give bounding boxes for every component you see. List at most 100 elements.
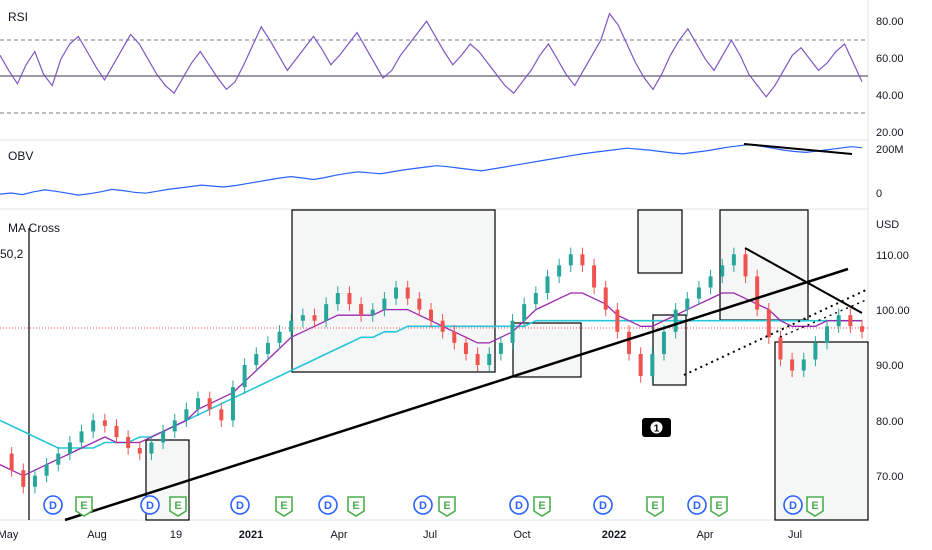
event-marker-label: E [174, 500, 181, 512]
rsi-pane: RSI 80.00 60.00 40.00 20.00 [0, 10, 904, 139]
candle-body [21, 470, 26, 487]
event-marker-label: E [811, 500, 818, 512]
candle-body [79, 431, 84, 443]
price-tick-100: 100.00 [876, 305, 910, 317]
candle-body [685, 298, 690, 310]
earnings-marker[interactable]: E [75, 496, 93, 517]
event-marker-label: D [515, 500, 523, 512]
obv-tick-0: 0 [876, 188, 882, 200]
dividend-marker[interactable]: D [509, 495, 529, 515]
candle-body [860, 326, 864, 332]
price-tick-80: 80.00 [876, 416, 904, 428]
event-marker-label: D [146, 500, 154, 512]
candle-body [335, 293, 340, 305]
dividend-marker[interactable]: D [230, 495, 250, 515]
candle-body [289, 320, 294, 332]
candle-body [487, 353, 492, 365]
obv-series-line [0, 143, 863, 196]
event-marker-label: D [693, 500, 701, 512]
earnings-marker[interactable]: E [347, 496, 365, 517]
dividend-marker[interactable]: D [593, 495, 613, 515]
support-trendline[interactable] [64, 267, 849, 522]
candle-body [638, 353, 643, 377]
candle-body [219, 409, 224, 421]
candle-body [498, 342, 503, 354]
candle-body [545, 276, 550, 294]
dividend-marker[interactable]: D [687, 495, 707, 515]
ma-cross-params: 50,2 [0, 247, 24, 261]
rsi-tick-80: 80.00 [876, 16, 904, 28]
candle-body [137, 448, 142, 454]
time-axis-label: Aug [87, 529, 107, 541]
earnings-marker[interactable]: E [169, 496, 187, 517]
candles-group [9, 247, 864, 494]
svg-text:1: 1 [654, 424, 660, 435]
candle-body [382, 298, 387, 310]
candle-body [394, 287, 399, 299]
time-axis-label: Apr [696, 529, 713, 541]
candle-body [708, 276, 713, 288]
dividend-marker[interactable]: D [43, 495, 63, 515]
earnings-marker[interactable]: E [806, 496, 824, 517]
earnings-marker[interactable]: E [438, 496, 456, 517]
candle-body [324, 304, 329, 321]
candle-body [650, 353, 655, 377]
candle-body [114, 425, 119, 437]
range-box-7[interactable] [774, 341, 869, 521]
event-marker-label: D [236, 500, 244, 512]
candle-body [475, 353, 480, 365]
candle-body [452, 331, 457, 343]
range-box-1[interactable] [291, 209, 496, 373]
ma-cross-label: MA Cross [8, 221, 60, 235]
earnings-marker[interactable]: E [275, 496, 293, 517]
candle-body [848, 315, 853, 327]
candle-body [825, 326, 830, 343]
candle-body [766, 309, 771, 338]
candle-body [627, 331, 632, 354]
resistance-trendline[interactable] [744, 247, 863, 314]
candle-body [91, 420, 96, 432]
candle-body [533, 293, 538, 305]
event-marker-label: E [80, 500, 87, 512]
candle-body [429, 309, 433, 321]
range-box-3[interactable] [637, 209, 683, 274]
event-marker-label: E [715, 500, 722, 512]
time-axis-label: 19 [170, 529, 182, 541]
dividend-marker[interactable]: D [318, 495, 338, 515]
candle-body [370, 309, 375, 316]
candle-body [603, 287, 608, 310]
earnings-marker[interactable]: E [710, 496, 728, 517]
candle-body [126, 436, 131, 449]
time-axis-label: Oct [513, 529, 530, 541]
candle-body [720, 265, 725, 277]
event-marker-label: D [599, 500, 607, 512]
candle-body [254, 353, 259, 365]
event-marker-label: D [419, 500, 427, 512]
candle-body [661, 331, 666, 354]
earnings-marker[interactable]: E [533, 496, 551, 517]
candle-body [755, 276, 760, 310]
time-axis-label: Apr [330, 529, 347, 541]
candle-body [580, 254, 585, 266]
candle-body [277, 331, 282, 343]
dividend-marker[interactable]: D [783, 495, 803, 515]
dividend-marker[interactable]: D [413, 495, 433, 515]
rsi-tick-60: 60.00 [876, 53, 904, 65]
earnings-marker[interactable]: E [646, 496, 664, 517]
candle-body [172, 420, 177, 432]
candle-body [568, 254, 573, 266]
candle-body [149, 442, 154, 454]
price-tick-70: 70.00 [876, 471, 904, 483]
dividend-marker[interactable]: D [140, 495, 160, 515]
range-box-2[interactable] [512, 322, 582, 378]
candle-body [242, 365, 247, 388]
rsi-label: RSI [8, 10, 28, 24]
banknote-icon[interactable]: 1 [642, 418, 671, 437]
candle-body [32, 475, 37, 487]
event-marker-label: D [49, 500, 57, 512]
time-axis-label: Jul [788, 529, 802, 541]
candle-body [731, 254, 736, 266]
candle-body [265, 342, 270, 354]
candle-body [743, 254, 748, 277]
